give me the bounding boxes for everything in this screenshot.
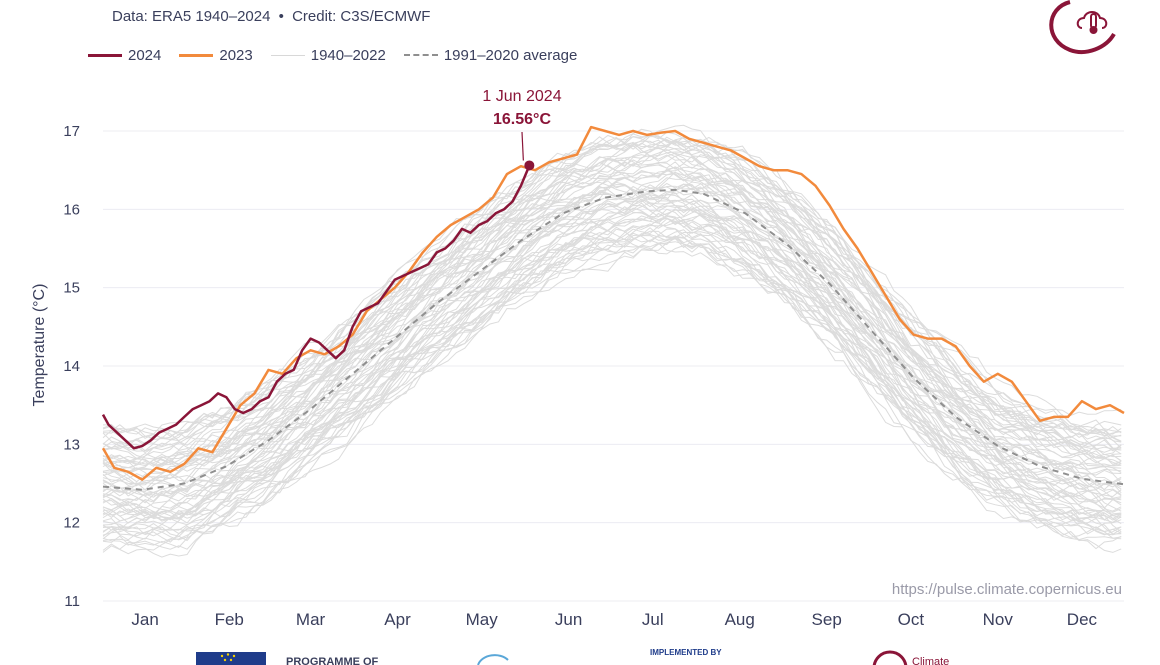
historical-year-line <box>102 191 1122 498</box>
historical-year-line <box>102 202 1122 521</box>
y-axis-label: Temperature (°C) <box>31 284 48 407</box>
annotation-value: 16.56°C <box>493 111 551 128</box>
legend-label-2023: 2023 <box>219 46 253 64</box>
x-tick-label: Aug <box>725 610 755 629</box>
y-tick-label: 12 <box>63 515 80 532</box>
series-line-1991-2020-average <box>102 188 1125 491</box>
historical-year-line <box>102 146 1122 466</box>
series-line-2023 <box>101 125 1125 481</box>
x-tick-label: Mar <box>296 610 326 629</box>
climate-pulse-logo <box>1049 0 1116 54</box>
eu-stars-icon <box>220 653 236 662</box>
source-url: https://pulse.climate.copernicus.eu <box>892 581 1122 598</box>
thermometer-bulb-icon <box>1089 26 1098 34</box>
historical-year-line <box>102 237 1122 543</box>
annotation-layer: 1 Jun 2024 16.56°C <box>482 88 562 171</box>
implemented-by-text: IMPLEMENTED BY <box>650 648 722 657</box>
legend: 2024 2023 1940–2022 1991–2020 average <box>88 44 595 66</box>
logo-arc <box>1049 0 1116 54</box>
highlight-point-1-jun-2024 <box>524 160 535 171</box>
footer-logos: PROGRAMME OF IMPLEMENTED BY Climate <box>196 648 949 665</box>
historical-year-line <box>102 149 1122 469</box>
separator-dot: • <box>278 8 284 25</box>
legend-label-historical: 1940–2022 <box>310 46 386 64</box>
legend-swatch-historical <box>270 54 305 56</box>
cloud-icon <box>1076 11 1108 29</box>
legend-item-2024: 2024 <box>88 47 161 64</box>
x-tick-label: Apr <box>384 610 411 629</box>
x-tick-label: Jul <box>642 610 664 629</box>
historical-year-line <box>102 185 1122 488</box>
y-tick-label: 15 <box>63 280 80 297</box>
x-tick-label: Feb <box>215 610 244 629</box>
series-line-2024 <box>101 165 531 450</box>
y-tick-label: 14 <box>63 358 80 375</box>
legend-swatch-average <box>403 54 438 56</box>
x-tick-label: May <box>466 610 499 629</box>
axes: 11 12 13 14 15 16 17 Jan Feb Mar Apr May Jun Jul Aug Se… <box>31 123 1098 629</box>
historical-year-line <box>102 211 1122 524</box>
annotation-leader-line <box>521 131 524 161</box>
historical-year-line <box>103 231 1122 541</box>
historical-year-line <box>102 183 1122 497</box>
x-tick-label: Sep <box>812 610 842 629</box>
legend-label-average: 1991–2020 average <box>443 46 578 64</box>
historical-year-line <box>102 173 1122 468</box>
historical-year-line <box>102 207 1122 520</box>
historical-year-line <box>102 167 1122 479</box>
x-tick-label: Jun <box>555 610 582 629</box>
historical-year-line <box>102 162 1122 472</box>
historical-year-line <box>102 181 1122 491</box>
historical-year-line <box>102 214 1122 531</box>
climate-text: Climate <box>912 656 949 665</box>
y-tick-label: 11 <box>64 593 80 610</box>
historical-year-line <box>102 133 1122 446</box>
y-tick-label: 16 <box>63 201 80 218</box>
historical-year-line <box>102 131 1122 439</box>
legend-item-average: 1991–2020 average <box>403 46 578 64</box>
legend-swatch-2024 <box>88 53 122 57</box>
temperature-chart: 11 12 13 14 15 16 17 Jan Feb Mar Apr May Jun Jul Aug Se… <box>31 88 1125 629</box>
annotation-date: 1 Jun 2024 <box>482 88 561 105</box>
historical-year-line <box>102 215 1122 526</box>
historical-year-line <box>102 152 1122 466</box>
legend-item-historical: 1940–2022 <box>270 46 386 64</box>
historical-year-line <box>102 144 1122 456</box>
legend-item-2023: 2023 <box>179 46 253 64</box>
historical-year-line <box>102 241 1122 555</box>
copernicus-logo-icon <box>477 654 509 665</box>
historical-lines-1940-2022 <box>102 124 1122 558</box>
x-tick-label: Dec <box>1067 610 1098 629</box>
historical-year-line <box>102 198 1122 495</box>
historical-year-line <box>102 194 1122 508</box>
chart-subtitle: Data: ERA5 1940–2024 • Credit: C3S/ECMWF <box>112 8 430 25</box>
eu-flag-icon <box>196 652 266 665</box>
legend-swatch-2023 <box>179 53 214 57</box>
programme-text: PROGRAMME OF <box>286 656 379 665</box>
x-tick-label: Oct <box>898 610 925 629</box>
grid-lines <box>103 130 1124 602</box>
historical-year-line <box>102 155 1122 466</box>
historical-year-line <box>102 198 1122 517</box>
data-source-text: Data: ERA5 1940–2024 <box>112 8 271 25</box>
historical-year-line <box>102 206 1122 525</box>
series-lines <box>101 125 1125 491</box>
legend-label-2024: 2024 <box>128 46 162 64</box>
historical-year-line <box>102 195 1122 515</box>
y-tick-label: 17 <box>63 123 80 140</box>
x-tick-label: Jan <box>131 610 158 629</box>
historical-year-line <box>102 207 1122 512</box>
x-tick-label: Nov <box>983 610 1014 629</box>
historical-year-line <box>102 177 1122 480</box>
credit-text: Credit: C3S/ECMWF <box>292 8 431 25</box>
climate-logo-icon <box>872 650 908 665</box>
y-tick-label: 13 <box>63 436 80 453</box>
historical-year-line <box>102 226 1122 535</box>
